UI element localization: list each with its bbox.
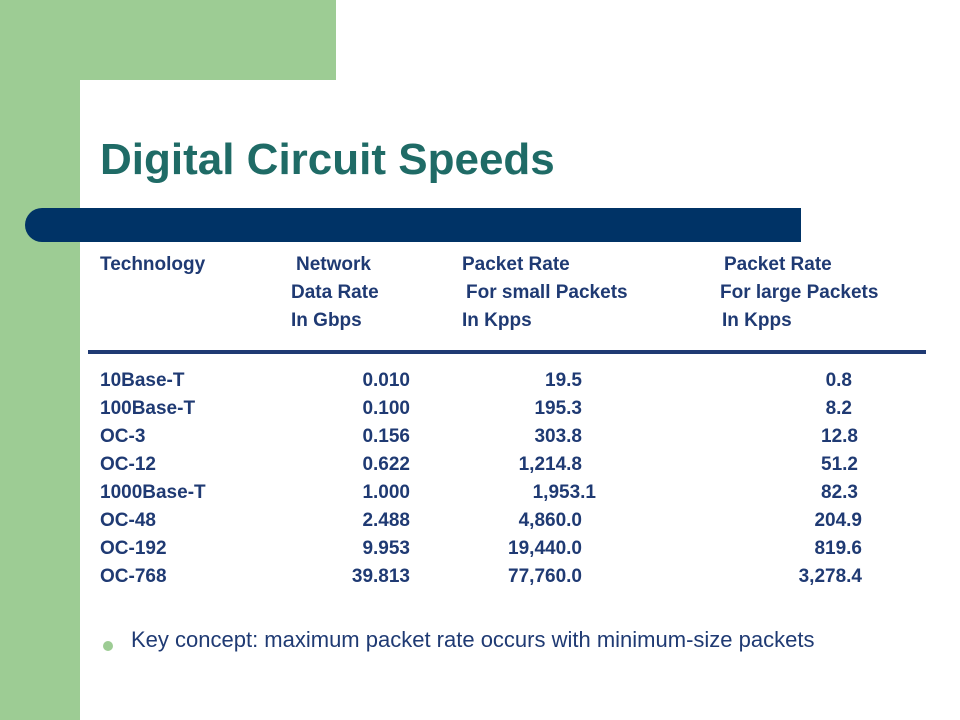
header-technology: Technology	[100, 254, 206, 275]
cell-technology: OC-12	[100, 454, 156, 475]
title-underline-bar	[25, 208, 801, 242]
cell-technology: 1000Base-T	[100, 482, 206, 503]
cell-small-rate: 19.5	[545, 370, 582, 391]
cell-large-rate: 3,278.4	[798, 566, 862, 587]
table-header-rule	[88, 350, 926, 354]
cell-technology: OC-768	[100, 566, 167, 587]
key-concept-bullet: Key concept: maximum packet rate occurs …	[131, 627, 815, 652]
cell-data-rate: 0.156	[362, 426, 410, 447]
header-large-line2: For large Packets	[720, 282, 879, 303]
cell-large-rate: 82.3	[821, 482, 858, 503]
cell-small-rate: 1,214.8	[518, 454, 582, 475]
header-small-line3: In Kpps	[462, 310, 532, 331]
cell-data-rate: 1.000	[362, 482, 410, 503]
cell-data-rate: 0.010	[362, 370, 410, 391]
cell-data-rate: 0.100	[362, 398, 410, 419]
header-small-line1: Packet Rate	[462, 254, 570, 275]
cell-large-rate: 819.6	[814, 538, 862, 559]
cell-data-rate: 39.813	[351, 566, 410, 587]
cell-technology: OC-3	[100, 426, 146, 447]
cell-data-rate: 2.488	[362, 510, 410, 531]
header-network-line3: In Gbps	[291, 310, 362, 331]
cell-technology: 100Base-T	[100, 398, 196, 419]
header-small-line2: For small Packets	[466, 282, 628, 303]
cell-large-rate: 51.2	[821, 454, 858, 475]
cell-small-rate: 77,760.0	[508, 566, 582, 587]
green-accent-side	[0, 0, 80, 720]
cell-technology: 10Base-T	[100, 370, 185, 391]
cell-small-rate: 4,860.0	[518, 510, 582, 531]
cell-large-rate: 204.9	[814, 510, 862, 531]
header-large-line1: Packet Rate	[724, 254, 832, 275]
header-network-line1: Network	[296, 254, 371, 275]
bullet-marker	[103, 641, 113, 651]
slide-title: Digital Circuit Speeds	[100, 135, 555, 184]
cell-large-rate: 12.8	[821, 426, 858, 447]
header-large-line3: In Kpps	[722, 310, 792, 331]
cell-technology: OC-48	[100, 510, 156, 531]
cell-technology: OC-192	[100, 538, 167, 559]
cell-data-rate: 0.622	[362, 454, 410, 475]
cell-small-rate: 19,440.0	[508, 538, 582, 559]
cell-small-rate: 1,953.1	[532, 482, 596, 503]
cell-data-rate: 9.953	[362, 538, 410, 559]
cell-large-rate: 8.2	[825, 398, 852, 419]
slide-content-area	[80, 80, 960, 720]
cell-small-rate: 303.8	[534, 426, 582, 447]
header-network-line2: Data Rate	[291, 282, 379, 303]
cell-large-rate: 0.8	[825, 370, 852, 391]
cell-small-rate: 195.3	[534, 398, 582, 419]
